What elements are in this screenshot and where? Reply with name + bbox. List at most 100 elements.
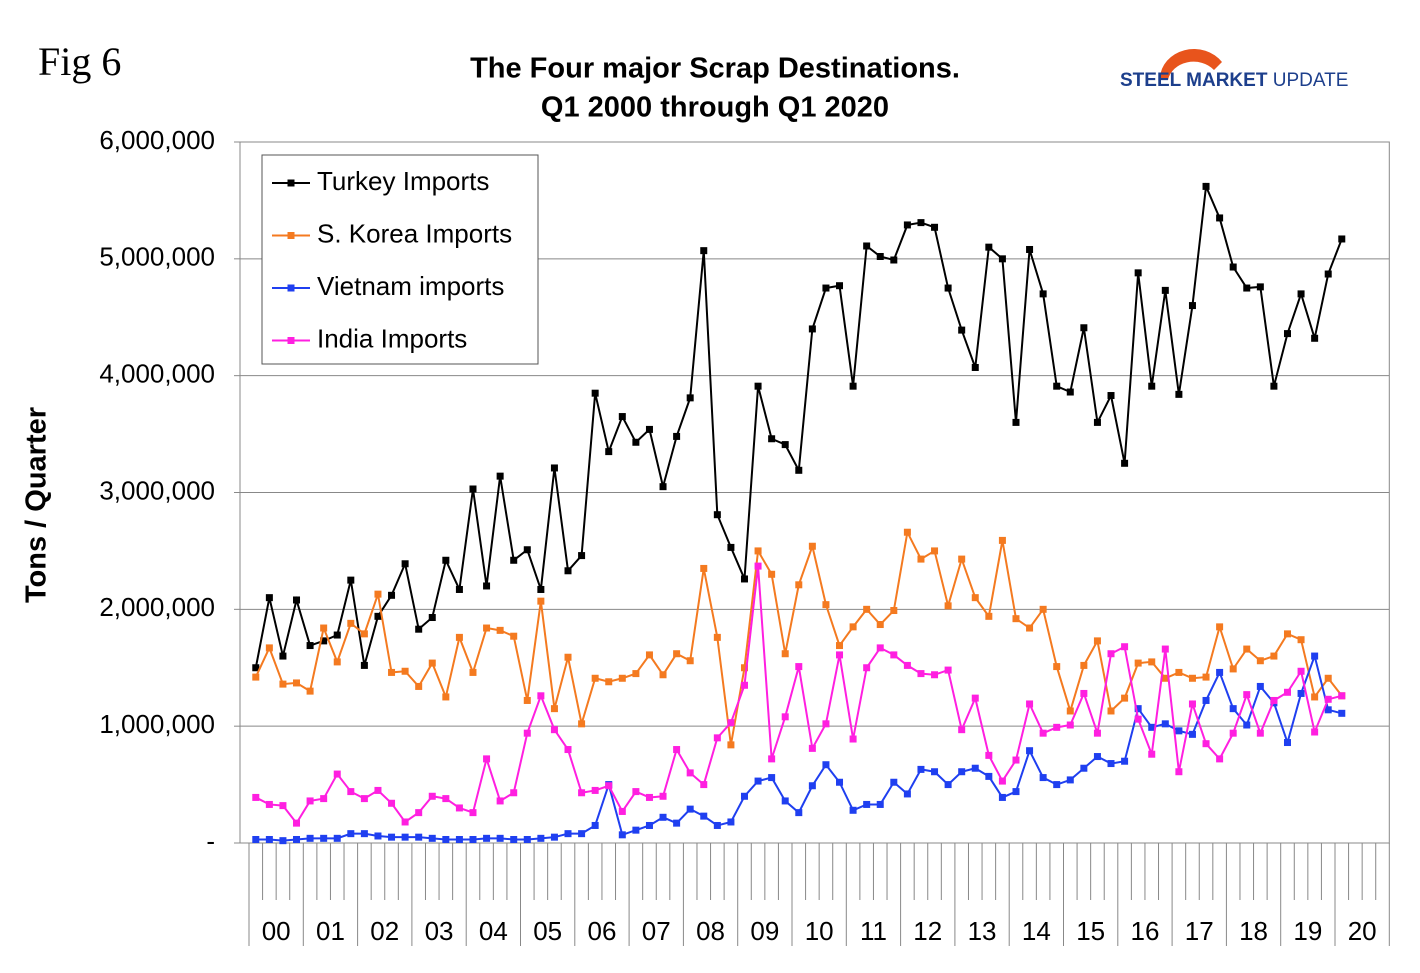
data-point [442, 795, 450, 803]
legend-marker [287, 179, 295, 187]
data-point [320, 637, 328, 645]
data-point [1311, 652, 1319, 660]
chart-title: The Four major Scrap Destinations. [470, 53, 960, 85]
data-point [659, 483, 667, 491]
data-point [293, 835, 301, 843]
data-point [998, 777, 1006, 785]
data-point [374, 786, 382, 794]
data-point [523, 729, 531, 737]
data-point [971, 594, 979, 602]
data-point [1243, 284, 1251, 292]
logo: STEEL MARKET UPDATE [1120, 48, 1348, 91]
x-tick-label: 15 [1076, 916, 1105, 946]
data-point [1161, 645, 1169, 653]
data-point [265, 594, 273, 602]
data-point [1188, 302, 1196, 310]
data-point [469, 835, 477, 843]
data-point [1080, 661, 1088, 669]
data-point [564, 746, 572, 754]
data-point [618, 807, 626, 815]
legend-box [261, 154, 539, 365]
data-point [686, 805, 694, 813]
data-point [1175, 668, 1183, 676]
data-point [1161, 674, 1169, 682]
data-point [428, 659, 436, 667]
data-point [564, 653, 572, 661]
data-point [808, 744, 816, 752]
data-point [1026, 747, 1034, 755]
x-tick-label: 12 [913, 916, 942, 946]
data-point [700, 247, 708, 255]
y-tick-label: 5,000,000 [99, 242, 215, 272]
data-point [1093, 753, 1101, 761]
data-point [971, 363, 979, 371]
data-point [523, 835, 531, 843]
data-point [442, 835, 450, 843]
data-point [442, 556, 450, 564]
data-point [917, 765, 925, 773]
data-point [998, 255, 1006, 263]
y-tick-label: 3,000,000 [99, 475, 215, 505]
y-tick-label: 6,000,000 [99, 125, 215, 155]
data-point [320, 624, 328, 632]
data-point [985, 772, 993, 780]
data-point [510, 556, 518, 564]
data-point [768, 774, 776, 782]
data-point [1012, 788, 1020, 796]
data-point [822, 761, 830, 769]
data-point [483, 834, 491, 842]
data-point [1026, 624, 1034, 632]
legend-marker [287, 232, 295, 239]
data-point [455, 835, 463, 843]
data-point [1324, 695, 1332, 703]
data-point [1066, 721, 1074, 729]
figure-label: Fig 6 [38, 39, 121, 84]
x-tick-label: 08 [696, 916, 725, 946]
data-point [1093, 729, 1101, 737]
data-point [1338, 235, 1346, 243]
data-point [1256, 283, 1264, 291]
data-point [537, 585, 545, 593]
data-point [1297, 636, 1305, 644]
data-point [1107, 392, 1115, 400]
series [252, 528, 1346, 749]
data-point [1107, 650, 1115, 658]
data-point [958, 555, 966, 563]
data-point [1093, 418, 1101, 426]
data-point [958, 726, 966, 734]
data-point [469, 668, 477, 676]
data-point [754, 777, 762, 785]
data-point [1053, 781, 1061, 789]
data-point [483, 582, 491, 590]
data-point [605, 782, 613, 790]
data-point [1134, 659, 1142, 667]
data-point [713, 633, 721, 641]
data-point [971, 694, 979, 702]
data-point [645, 821, 653, 829]
data-point [754, 547, 762, 555]
data-point [1256, 682, 1264, 690]
data-point [795, 663, 803, 671]
data-point [1243, 721, 1251, 729]
data-point [808, 782, 816, 790]
data-point [401, 818, 409, 826]
data-point [1270, 652, 1278, 660]
data-point [265, 644, 273, 652]
data-point [306, 642, 314, 650]
data-point [727, 818, 735, 826]
data-point [1283, 688, 1291, 696]
data-point [863, 664, 871, 672]
data-point [1134, 705, 1142, 713]
data-point [700, 564, 708, 572]
data-point [360, 630, 368, 638]
data-point [605, 678, 613, 686]
data-point [1243, 691, 1251, 699]
data-point [1134, 715, 1142, 723]
data-point [781, 713, 789, 721]
x-tick-label: 02 [370, 916, 399, 946]
data-point [1283, 630, 1291, 638]
logo-swoosh [1160, 48, 1222, 80]
legend-label: India Imports [317, 323, 467, 353]
data-point [659, 813, 667, 821]
data-point [455, 585, 463, 593]
